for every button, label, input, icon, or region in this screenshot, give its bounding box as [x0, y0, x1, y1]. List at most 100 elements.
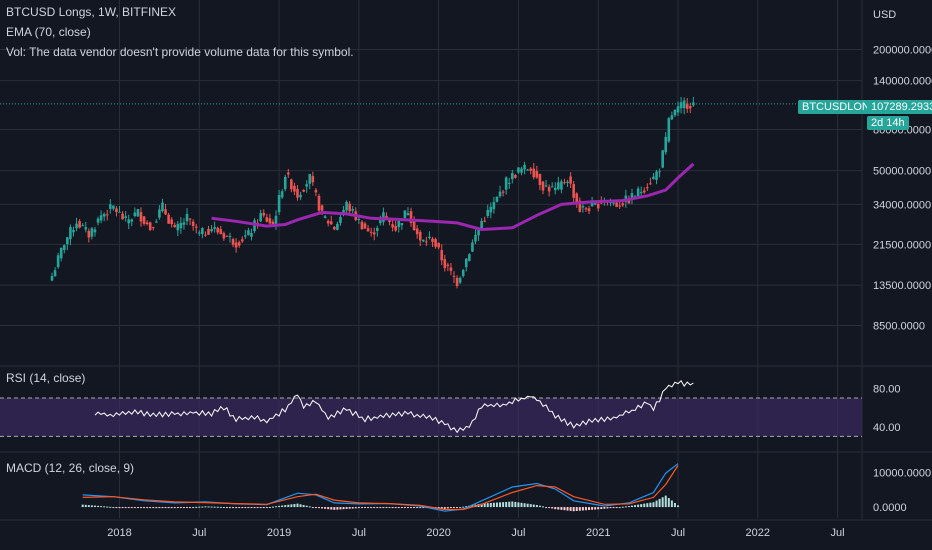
- candle-body: [317, 195, 321, 211]
- currency-label: USD: [873, 9, 896, 21]
- macd-histogram-bar: [170, 507, 173, 509]
- candle-body: [216, 227, 220, 233]
- macd-histogram-bar: [201, 506, 204, 508]
- candle-body: [649, 183, 652, 185]
- candle-body: [572, 184, 575, 198]
- candle-body: [84, 227, 88, 230]
- macd-histogram-bar: [551, 507, 554, 509]
- macd-histogram-bar: [437, 507, 440, 509]
- candle-body: [471, 242, 474, 252]
- volume-notice: Vol: The data vendor doesn't provide vol…: [6, 45, 354, 59]
- macd-histogram-bar: [287, 504, 290, 508]
- macd-histogram-bar: [523, 503, 526, 508]
- candle-body: [142, 216, 146, 224]
- candle-body: [428, 236, 431, 239]
- candle-body: [161, 202, 164, 212]
- candle-body: [553, 187, 557, 191]
- macd-histogram-bar: [256, 507, 259, 509]
- macd-histogram-bar: [606, 507, 609, 509]
- macd-histogram-bar: [133, 507, 136, 509]
- macd-histogram-bar: [416, 507, 419, 509]
- candle-body: [62, 245, 66, 250]
- candle-body: [75, 223, 78, 229]
- macd-histogram-bar: [244, 507, 247, 509]
- macd-histogram-bar: [422, 507, 425, 509]
- candle-body: [296, 189, 299, 198]
- candle-body: [532, 168, 536, 178]
- macd-histogram-bar: [241, 507, 244, 509]
- macd-histogram-bar: [594, 507, 597, 510]
- candle-body: [148, 222, 152, 230]
- macd-histogram-bar: [268, 507, 271, 509]
- macd-histogram-bar: [189, 507, 192, 509]
- candle-body: [145, 222, 149, 225]
- macd-histogram-bar: [271, 506, 274, 508]
- candle-body: [464, 258, 468, 268]
- macd-histogram-bar: [677, 505, 680, 508]
- candle-body: [452, 275, 456, 277]
- candle-body: [394, 226, 397, 231]
- macd-histogram-bar: [459, 507, 462, 509]
- candle-body: [538, 174, 542, 186]
- macd-histogram-bar: [302, 504, 305, 508]
- macd-histogram-bar: [115, 507, 118, 509]
- candle-body: [458, 277, 462, 283]
- y-tick-label: 13500.0000: [873, 280, 931, 292]
- candle-body: [333, 226, 336, 230]
- candle-body: [164, 209, 167, 215]
- candle-body: [326, 220, 330, 224]
- candle-body: [66, 237, 69, 245]
- rsi-legend: RSI (14, close): [6, 371, 86, 385]
- candle-body: [541, 181, 545, 191]
- x-tick-label: 2022: [746, 527, 770, 539]
- candle-body: [477, 228, 480, 236]
- macd-histogram-bar: [152, 507, 155, 509]
- candle-body: [210, 228, 213, 232]
- candle-body: [372, 232, 376, 235]
- macd-histogram-bar: [391, 507, 394, 509]
- candle-body: [182, 222, 186, 225]
- x-tick-label: 2018: [107, 527, 131, 539]
- candle-body: [501, 191, 505, 193]
- macd-histogram-bar: [124, 507, 127, 509]
- macd-histogram-bar: [538, 505, 541, 508]
- macd-histogram-bar: [173, 507, 176, 509]
- candle-body: [50, 275, 54, 281]
- macd-histogram-bar: [609, 507, 612, 509]
- macd-histogram-bar: [621, 506, 624, 508]
- candle-body: [449, 267, 453, 271]
- signal-line: [82, 465, 679, 511]
- candle-body: [627, 199, 631, 204]
- candle-body: [569, 176, 572, 184]
- candle-body: [351, 209, 355, 211]
- candle-body: [237, 242, 241, 246]
- macd-histogram-bar: [262, 507, 265, 509]
- candle-body: [646, 187, 649, 189]
- macd-histogram-bar: [112, 507, 115, 509]
- macd-histogram-bar: [440, 507, 443, 509]
- candle-body: [130, 219, 134, 222]
- macd-histogram-bar: [443, 507, 446, 509]
- candle-body: [440, 250, 444, 261]
- macd-histogram-bar: [382, 507, 385, 509]
- macd-histogram-bar: [376, 507, 379, 509]
- candle-body: [685, 103, 689, 109]
- candle-body: [265, 217, 269, 222]
- candle-body: [550, 186, 554, 188]
- macd-histogram-bar: [198, 506, 201, 508]
- macd-histogram-bar: [394, 507, 397, 509]
- macd-histogram-bar: [462, 506, 465, 508]
- macd-histogram-bar: [84, 504, 87, 508]
- macd-histogram-bar: [584, 507, 587, 511]
- macd-histogram-bar: [535, 504, 538, 508]
- candle-body: [431, 238, 434, 243]
- candle-body: [363, 223, 367, 229]
- candle-body: [78, 221, 81, 228]
- macd-histogram-bar: [588, 507, 591, 511]
- candle-body: [179, 222, 183, 229]
- candle-body: [280, 191, 284, 198]
- candle-body: [418, 231, 422, 241]
- candle-body: [578, 200, 582, 212]
- candle-body: [345, 201, 348, 211]
